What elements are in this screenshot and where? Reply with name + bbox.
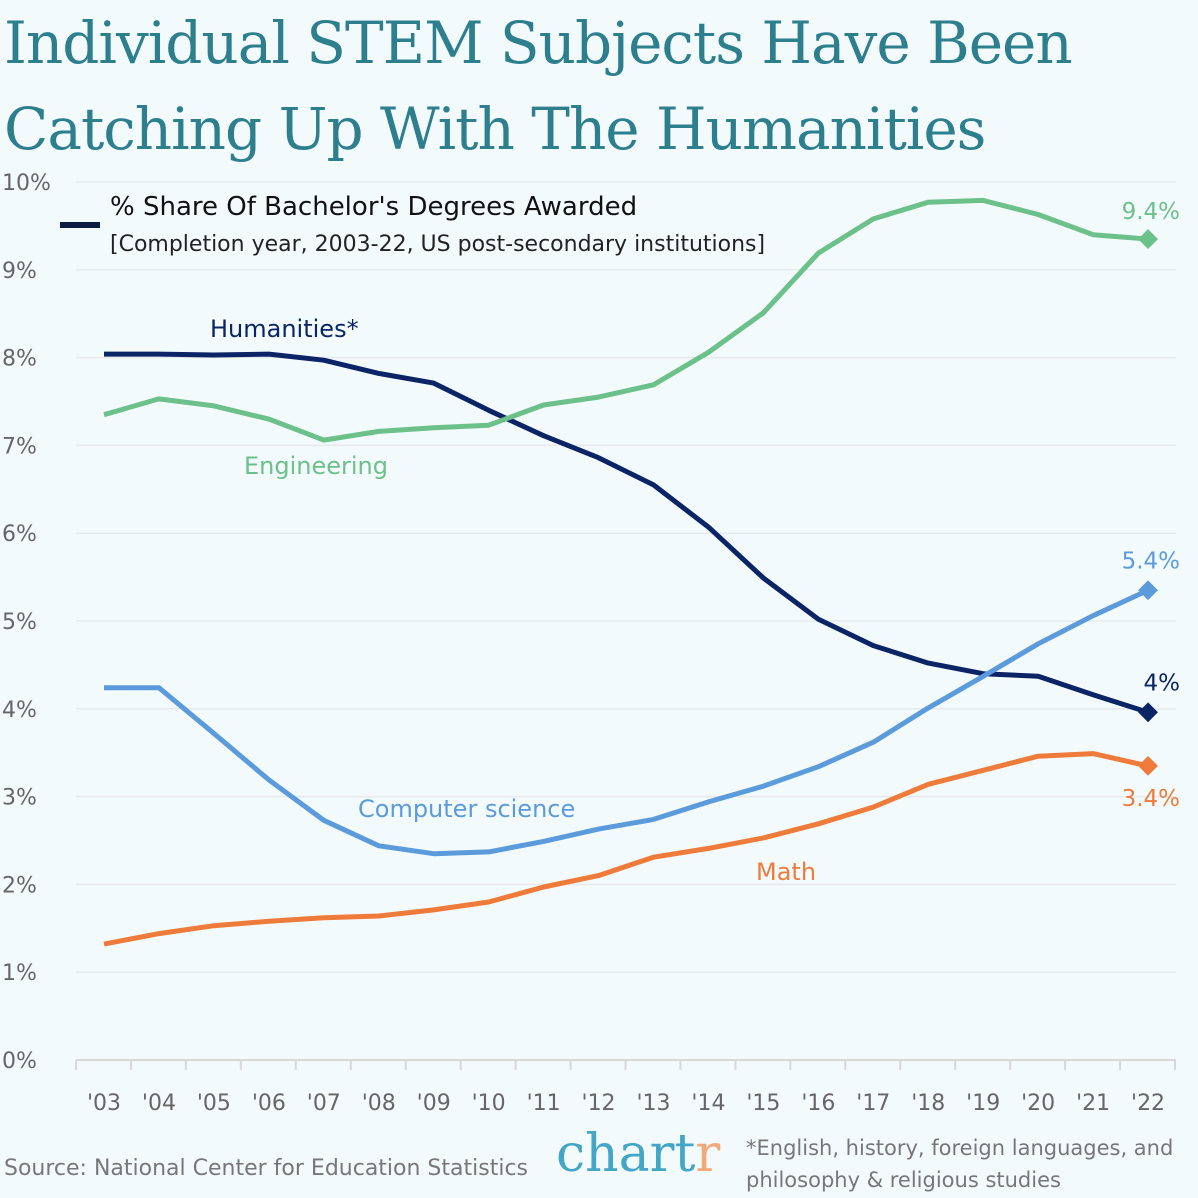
series-line-computer-science <box>104 588 1150 857</box>
x-tick-label: '22 <box>1131 1091 1165 1116</box>
footnote-line-1: *English, history, foreign languages, an… <box>746 1136 1174 1160</box>
series-label: Engineering <box>244 452 388 480</box>
x-tick-label: '19 <box>966 1091 1000 1116</box>
chartr-logo: chartr <box>556 1124 721 1184</box>
series-line-humanities- <box>104 351 1149 715</box>
x-tick-label: '13 <box>636 1091 670 1116</box>
end-marker <box>1138 702 1158 723</box>
x-tick-label: '07 <box>307 1091 341 1116</box>
title-line-2: Catching Up With The Humanities <box>4 95 986 163</box>
series-label: Humanities* <box>210 315 359 343</box>
title-line-1: Individual STEM Subjects Have Been <box>4 9 1073 77</box>
x-tick-label: '17 <box>856 1091 890 1116</box>
footnote-line-2: philosophy & religious studies <box>746 1168 1061 1192</box>
end-marker <box>1138 580 1158 601</box>
x-tick-label: '09 <box>417 1091 451 1116</box>
x-tick-label: '16 <box>801 1091 835 1116</box>
end-marker <box>1138 229 1158 249</box>
y-tick-label: 5% <box>2 610 37 635</box>
x-tick-label: '05 <box>197 1091 231 1116</box>
x-tick-label: '06 <box>252 1091 286 1116</box>
x-tick-label: '03 <box>87 1091 121 1116</box>
y-tick-label: 0% <box>2 1049 37 1074</box>
y-tick-label: 2% <box>2 873 37 898</box>
series-line-engineering <box>103 197 1149 443</box>
x-tick-label: '08 <box>362 1091 396 1116</box>
y-tick-label: 9% <box>2 259 37 284</box>
y-tick-label: 6% <box>2 522 37 547</box>
source-text: Source: National Center for Education St… <box>4 1156 529 1181</box>
x-tick-label: '11 <box>527 1091 561 1116</box>
end-marker <box>1138 755 1158 776</box>
end-value-label: 3.4% <box>1122 786 1180 812</box>
x-tick-label: '15 <box>746 1091 780 1116</box>
y-tick-label: 1% <box>2 961 37 986</box>
x-tick-label: '14 <box>691 1091 725 1116</box>
end-value-label: 5.4% <box>1122 548 1180 574</box>
x-tick-label: '18 <box>911 1091 945 1116</box>
legend-swatch <box>60 222 100 228</box>
x-tick-label: '04 <box>142 1091 176 1116</box>
x-tick-label: '12 <box>582 1091 616 1116</box>
y-tick-label: 7% <box>2 434 37 459</box>
y-tick-label: 10% <box>2 171 51 196</box>
y-tick-label: 4% <box>2 698 37 723</box>
legend-title: % Share Of Bachelor's Degrees Awarded <box>110 192 638 222</box>
legend-subtitle: [Completion year, 2003-22, US post-secon… <box>110 232 766 257</box>
x-tick-label: '10 <box>472 1091 506 1116</box>
y-tick-label: 8% <box>2 347 37 372</box>
series-label: Computer science <box>358 795 575 823</box>
series-line-math <box>103 751 1149 947</box>
end-value-label: 9.4% <box>1122 199 1180 225</box>
x-tick-label: '20 <box>1021 1091 1055 1116</box>
y-tick-label: 3% <box>2 786 37 811</box>
footnote: *English, history, foreign languages, an… <box>746 1132 1173 1196</box>
x-tick-label: '21 <box>1076 1091 1110 1116</box>
series-label: Math <box>756 858 816 886</box>
end-value-label: 4% <box>1144 670 1181 696</box>
chart-title: Individual STEM Subjects Have Been Catch… <box>0 0 1198 172</box>
